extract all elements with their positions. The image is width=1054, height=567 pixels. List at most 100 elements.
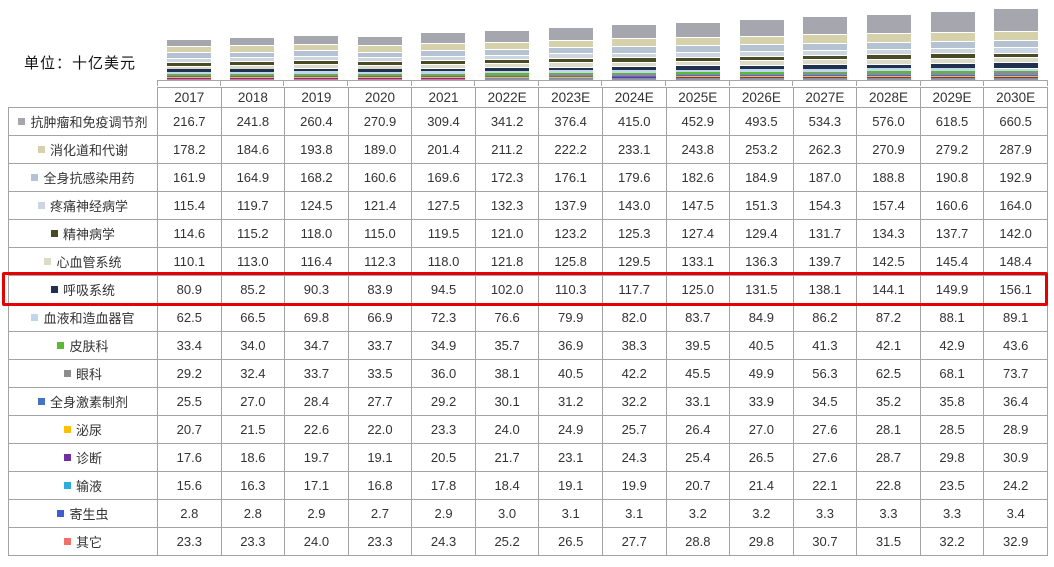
bar-segment: [294, 68, 339, 72]
table-row: 皮肤科 33.4 34.0 34.7 33.7 34.9 35.7 36.9 38.3 39.5 4…: [8, 331, 1048, 360]
bar-segment: [612, 74, 657, 76]
bar-segment: [548, 78, 593, 80]
row-label-cell: 血液和造血器官: [8, 303, 158, 332]
stacked-bar: [612, 24, 657, 80]
bar-segment: [612, 52, 657, 58]
value-cell: 133.1: [665, 247, 731, 276]
value-cell: 29.2: [411, 387, 476, 416]
bar-segment: [421, 71, 466, 74]
value-cell: 144.1: [856, 275, 921, 304]
value-cell: 90.3: [284, 275, 349, 304]
value-cell: 216.7: [157, 107, 222, 136]
axis-tick: [283, 80, 285, 86]
value-cell: 94.5: [411, 275, 476, 304]
bar-segment: [357, 79, 402, 80]
value-cell: 25.4: [665, 443, 731, 472]
value-cell: 376.4: [538, 107, 603, 136]
table-row: 呼吸系统 80.9 85.2 90.3 83.9 94.5 102.0 110.3 117.7 1…: [8, 275, 1048, 304]
bar-segment: [230, 45, 275, 52]
value-cell: 80.9: [157, 275, 222, 304]
bar-segment: [803, 78, 848, 79]
table-row: 消化道和代谢 178.2 184.6 193.8 189.0 201.4 211.2 222.…: [8, 135, 1048, 164]
value-cell: 129.5: [601, 247, 667, 276]
value-cell: 241.8: [220, 107, 286, 136]
value-cell: 178.2: [157, 135, 222, 164]
bar-segment: [803, 54, 848, 60]
bar-segment: [166, 57, 211, 62]
bar-segment: [803, 64, 848, 69]
value-cell: 43.6: [983, 331, 1048, 360]
series-name: 寄生虫: [69, 507, 109, 522]
value-cell: 121.4: [347, 191, 413, 220]
bar-segment: [739, 64, 784, 70]
bar-segment: [548, 76, 593, 78]
bar-segment: [230, 71, 275, 75]
value-cell: 82.0: [601, 303, 667, 332]
axis-tick: [856, 80, 858, 86]
bar-segment: [485, 29, 530, 42]
bar-segment: [485, 41, 530, 49]
bar-segment: [485, 70, 530, 74]
value-cell: 192.9: [983, 163, 1048, 192]
row-label-cell: 疼痛神经病学: [8, 191, 158, 220]
series-name: 眼科: [75, 367, 102, 382]
bar-segment: [612, 57, 657, 62]
bar-segment: [230, 77, 275, 79]
value-cell: 233.1: [601, 135, 667, 164]
bar-segment: [930, 78, 975, 79]
value-cell: 131.7: [792, 219, 858, 248]
unit-label: 单位：十亿美元: [24, 55, 137, 72]
value-cell: 131.5: [729, 275, 794, 304]
bar-segment: [994, 72, 1039, 75]
bar-segment: [548, 39, 593, 48]
bar-segment: [994, 8, 1039, 31]
value-cell: 22.0: [347, 415, 413, 444]
stacked-bar: [166, 38, 211, 80]
series-color-marker-icon: [50, 286, 58, 293]
bar-segment: [421, 77, 466, 78]
bar-segment: [930, 47, 975, 54]
bar-segment: [421, 67, 466, 72]
bar-segment: [994, 57, 1039, 63]
value-cell: 83.9: [347, 275, 413, 304]
value-cell: 243.8: [665, 135, 731, 164]
year-header: 2030E: [983, 87, 1048, 108]
value-cell: 24.0: [474, 415, 540, 444]
value-cell: 17.6: [157, 443, 222, 472]
bar-segment: [866, 54, 911, 59]
value-cell: 23.1: [538, 443, 603, 472]
bar-segment: [612, 38, 657, 47]
bar-segment: [739, 69, 784, 73]
value-cell: 85.2: [220, 275, 286, 304]
value-cell: 2.7: [347, 499, 413, 528]
bar-segment: [548, 73, 593, 75]
corner-spacer: [9, 88, 158, 108]
bar-segment: [485, 59, 530, 64]
year-header: 2029E: [919, 87, 985, 108]
value-cell: 118.0: [284, 219, 349, 248]
chart-column: [984, 2, 1048, 86]
bar-segment: [994, 52, 1039, 58]
value-cell: 154.3: [792, 191, 858, 220]
value-cell: 17.1: [284, 471, 349, 500]
bar-segment: [803, 71, 848, 74]
bar-segment: [739, 78, 784, 79]
series-name: 其它: [75, 535, 102, 550]
bar-segment: [548, 58, 593, 63]
table-row: 抗肿瘤和免疫调节剂 216.7 241.8 260.4 270.9 309.4 341.2 3…: [8, 107, 1048, 136]
chart-column: [539, 2, 603, 86]
bar-segment: [675, 21, 720, 37]
chart-column: [157, 2, 221, 86]
value-cell: 147.5: [665, 191, 731, 220]
value-cell: 33.7: [347, 331, 413, 360]
bar-segment: [421, 73, 466, 75]
value-cell: 33.1: [665, 387, 731, 416]
value-cell: 27.7: [347, 387, 413, 416]
bar-segment: [612, 77, 657, 79]
value-cell: 3.3: [792, 499, 858, 528]
value-cell: 30.1: [474, 387, 540, 416]
bar-segment: [421, 63, 466, 68]
bar-segment: [230, 76, 275, 78]
table-row: 血液和造血器官 62.5 66.5 69.8 66.9 72.3 76.6 79.9 82.0 8…: [8, 303, 1048, 332]
value-cell: 24.2: [983, 471, 1048, 500]
